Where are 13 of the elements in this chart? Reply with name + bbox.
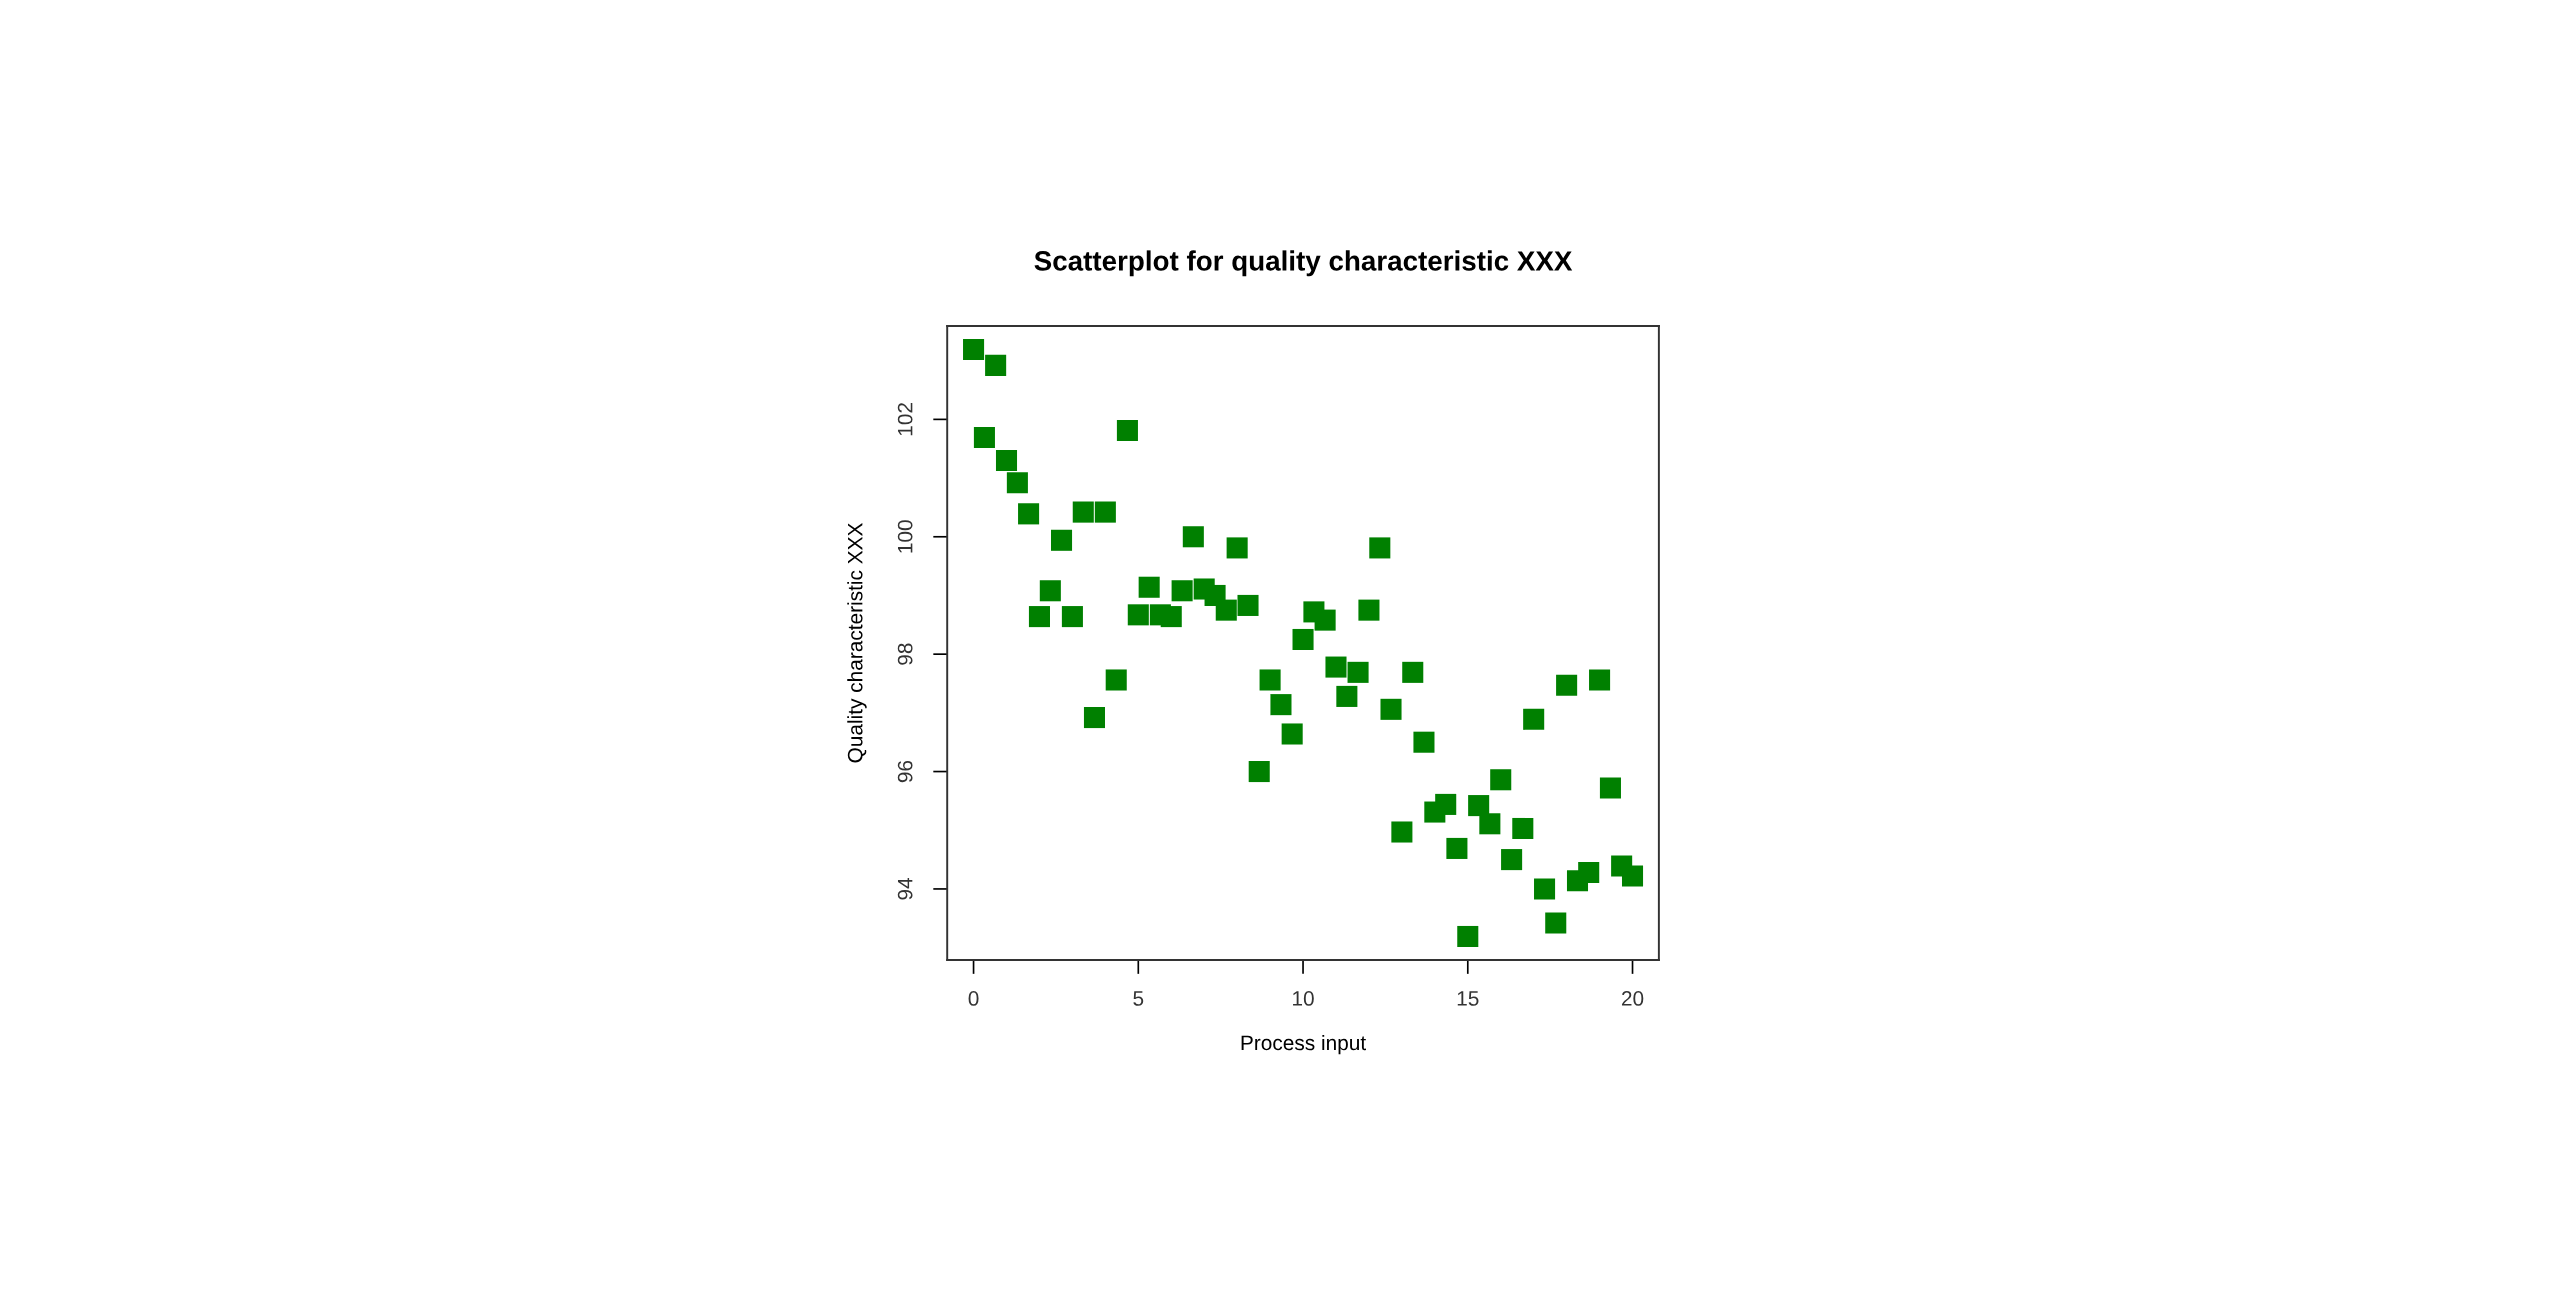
x-axis-title: Process input [1241,1034,1366,1055]
y-tick-label: 98 [897,643,913,665]
y-tick-label: 102 [897,403,913,436]
x-tick-label: 0 [968,991,979,1006]
x-tick-label: 20 [1621,991,1644,1006]
y-tick-label: 100 [897,520,913,553]
y-axis-title: Quality characteristic XXX [847,523,867,763]
x-tick-label: 5 [1133,991,1144,1006]
y-tick-label: 96 [897,760,913,783]
chart-title: Scatterplot for quality characteristic XXX [1034,250,1573,277]
y-tick-label: 94 [897,877,913,900]
x-tick-label: 15 [1457,991,1479,1006]
x-tick-label: 10 [1293,991,1314,1006]
